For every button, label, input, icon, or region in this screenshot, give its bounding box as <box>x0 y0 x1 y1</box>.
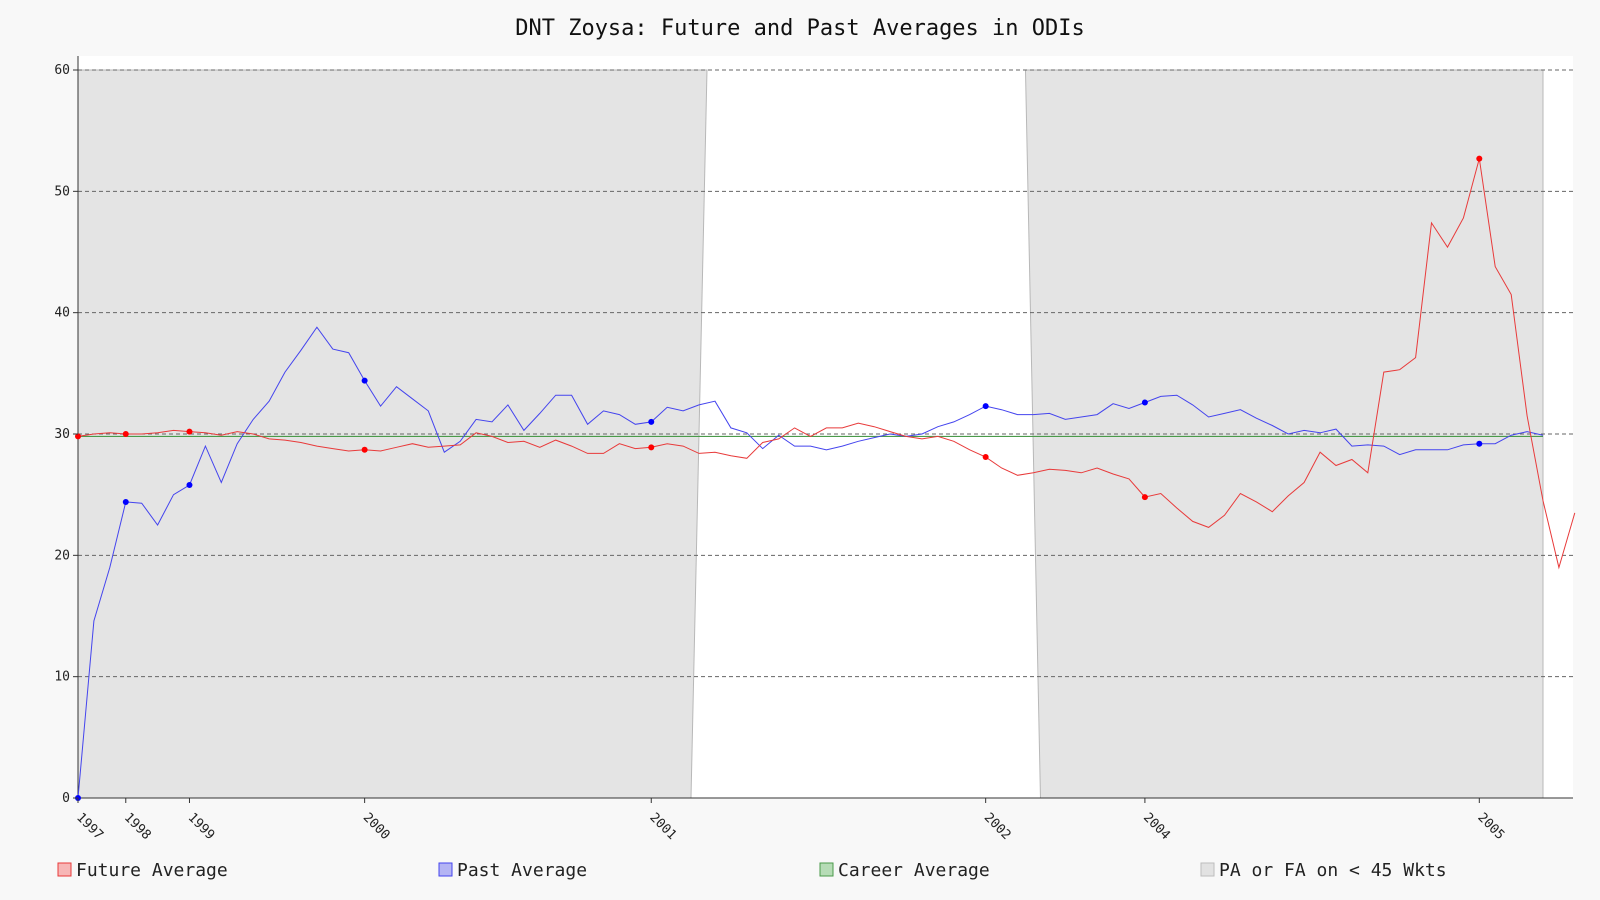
legend-label: PA or FA on < 45 Wkts <box>1219 860 1447 881</box>
y-tick-label: 40 <box>54 306 70 321</box>
series-line-future-average <box>77 158 1576 570</box>
y-tick-label: 10 <box>54 670 70 685</box>
y-tick-label: 60 <box>54 63 70 78</box>
point-past-average <box>1476 440 1483 447</box>
legend-swatch <box>438 862 453 877</box>
series-lines <box>77 158 1576 799</box>
y-tick-label: 30 <box>54 427 70 442</box>
point-future-average <box>122 431 129 437</box>
axes <box>77 56 1573 799</box>
point-past-average <box>1141 399 1148 406</box>
legend-swatch <box>819 862 834 877</box>
point-future-average <box>648 444 655 451</box>
legend-label: Career Average <box>838 860 990 881</box>
point-future-average <box>186 428 193 435</box>
point-past-average <box>361 377 368 384</box>
highlight-points <box>75 155 1483 801</box>
legend-career-average: Career Average <box>819 860 990 881</box>
legend-future-average: Future Average <box>57 860 228 881</box>
y-tick-label: 50 <box>54 184 70 199</box>
point-future-average <box>361 446 368 453</box>
legend: Future Average Past Average Career Average… <box>57 860 1447 881</box>
legend-label: Future Average <box>76 860 228 881</box>
legend-swatch <box>1200 862 1215 877</box>
legend-past-average: Past Average <box>438 860 587 881</box>
point-future-average <box>1476 155 1483 162</box>
point-past-average <box>648 418 655 425</box>
point-future-average <box>1141 494 1148 501</box>
point-future-average <box>982 454 989 461</box>
point-past-average <box>122 498 129 505</box>
legend-shaded-region: PA or FA on < 45 Wkts <box>1200 860 1447 881</box>
y-tick-label: 0 <box>62 791 70 806</box>
point-future-average <box>75 433 81 440</box>
legend-label: Past Average <box>457 860 587 881</box>
y-tick-labels: 0 10 20 30 40 50 60 <box>54 63 78 806</box>
chart-title: DNT Zoysa: Future and Past Averages in O… <box>515 16 1085 41</box>
series-line-past-average <box>77 326 1544 799</box>
point-past-average <box>186 481 193 488</box>
legend-swatch <box>57 862 72 877</box>
point-past-average <box>982 403 989 410</box>
y-tick-label: 20 <box>54 548 70 563</box>
